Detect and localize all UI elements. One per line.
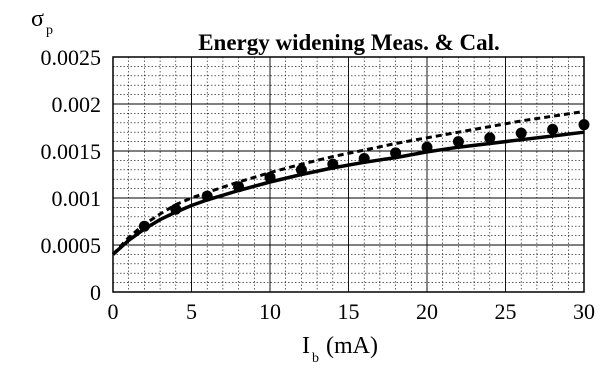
y-tick-label: 0.0025 <box>41 45 102 70</box>
x-tick-label: 0 <box>108 299 119 324</box>
y-tick-label: 0.0015 <box>41 139 102 164</box>
x-tick-label: 25 <box>495 299 517 324</box>
x-axis-label-unit: (mA) <box>326 333 378 359</box>
y-tick-label: 0 <box>90 280 101 305</box>
y-axis-label-symbol: σ <box>31 6 44 32</box>
x-axis-label-subscript: b <box>312 351 319 366</box>
y-tick-label: 0.0005 <box>41 233 102 258</box>
x-tick-label: 30 <box>573 299 595 324</box>
data-point-marker <box>390 147 402 159</box>
x-tick-label: 20 <box>416 299 438 324</box>
y-axis-label-subscript: p <box>46 23 53 38</box>
data-point-marker <box>547 123 559 135</box>
x-tick-label: 10 <box>259 299 281 324</box>
data-point-marker <box>578 119 590 131</box>
dashed-series-line <box>111 110 585 256</box>
data-point-marker <box>201 190 213 202</box>
data-point-marker <box>452 136 464 148</box>
data-point-marker <box>515 127 527 139</box>
data-point-marker <box>327 158 339 170</box>
series-group <box>111 110 590 256</box>
plot-frame <box>112 56 585 293</box>
y-axis-label: σ p <box>31 6 53 38</box>
x-tick-label: 5 <box>186 299 197 324</box>
tick-labels: 0 5 10 15 20 25 30 0 0.0005 0.001 0.0015 0.002 0.002… <box>41 45 596 324</box>
data-point-marker <box>264 171 276 183</box>
x-axis-label-symbol: I <box>302 333 310 359</box>
data-point-marker <box>170 203 182 215</box>
data-point-marker <box>233 181 245 193</box>
y-tick-label: 0.001 <box>52 186 102 211</box>
grid <box>112 56 585 293</box>
data-point-marker <box>295 164 307 176</box>
data-point-marker <box>421 141 433 153</box>
x-tick-label: 15 <box>338 299 360 324</box>
data-point-marker <box>358 153 370 165</box>
chart-title: Energy widening Meas. & Cal. <box>198 30 500 55</box>
y-tick-label: 0.002 <box>52 92 102 117</box>
x-axis-label: I b (mA) <box>302 333 378 366</box>
data-point-marker <box>138 220 150 232</box>
data-point-marker <box>484 132 496 144</box>
